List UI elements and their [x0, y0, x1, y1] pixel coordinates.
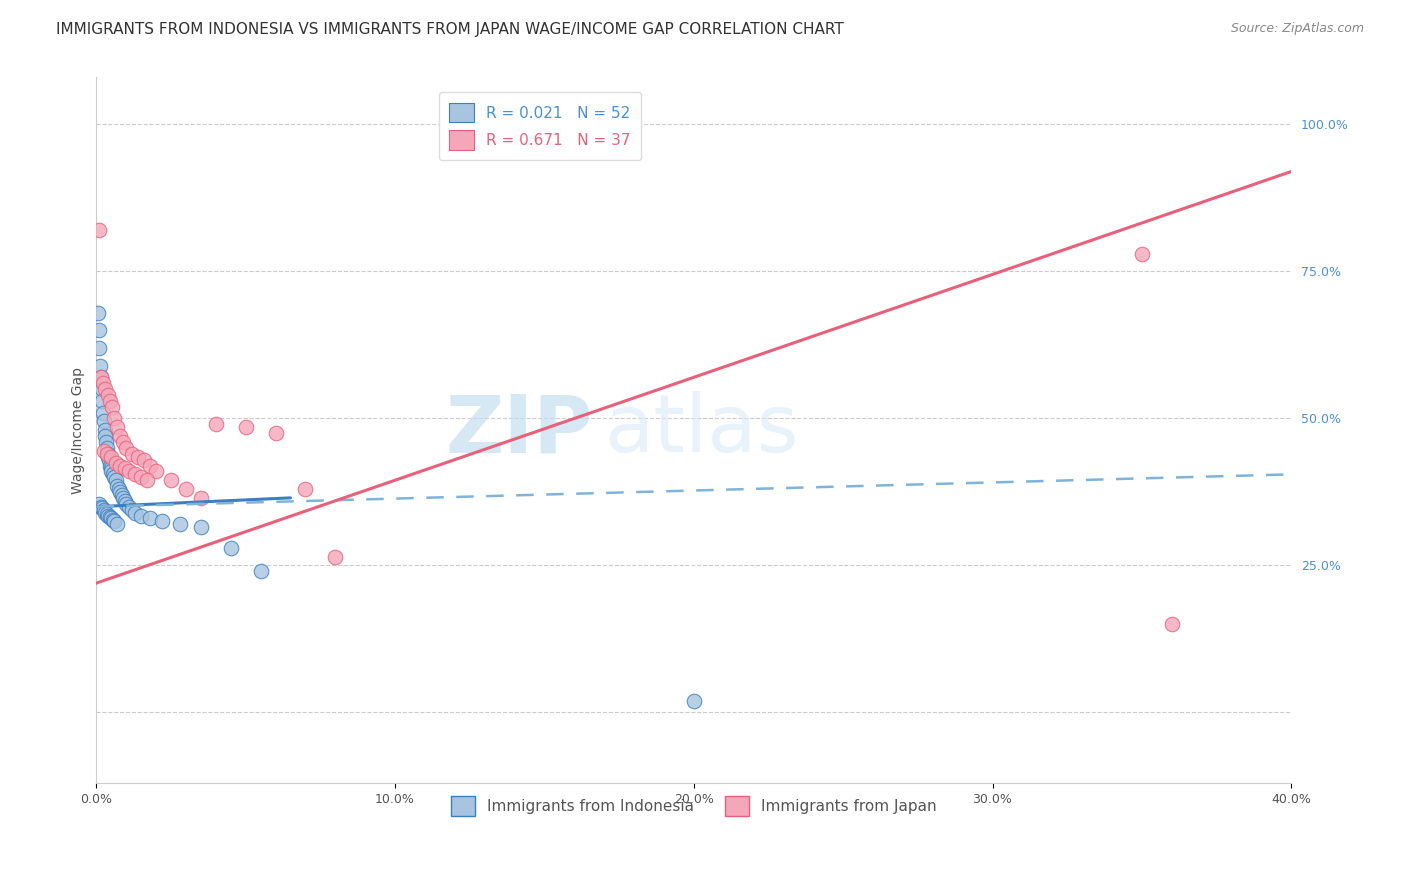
Point	[94, 435, 117, 450]
Point	[205, 417, 228, 432]
Point	[104, 456, 127, 470]
Point	[90, 370, 112, 384]
Point	[93, 502, 115, 516]
Point	[100, 464, 122, 478]
Point	[174, 482, 197, 496]
Point	[124, 506, 146, 520]
Legend: Immigrants from Indonesia, Immigrants from Japan: Immigrants from Indonesia, Immigrants fr…	[441, 787, 946, 825]
Point	[96, 447, 118, 461]
Point	[98, 510, 121, 524]
Text: atlas: atlas	[605, 392, 799, 469]
Point	[97, 508, 120, 523]
Point	[127, 450, 149, 464]
Point	[91, 393, 114, 408]
Point	[97, 388, 120, 402]
Point	[96, 507, 118, 521]
Point	[145, 464, 167, 478]
Point	[93, 414, 115, 428]
Point	[160, 473, 183, 487]
Point	[87, 223, 110, 237]
Point	[136, 473, 159, 487]
Point	[112, 491, 135, 505]
Point	[249, 565, 271, 579]
Point	[121, 502, 143, 516]
Point	[100, 461, 122, 475]
Point	[139, 458, 162, 473]
Point	[111, 488, 134, 502]
Point	[124, 467, 146, 482]
Point	[97, 450, 120, 464]
Point	[115, 441, 138, 455]
Point	[101, 513, 124, 527]
Point	[101, 467, 124, 482]
Y-axis label: Wage/Income Gap: Wage/Income Gap	[72, 367, 86, 494]
Point	[91, 376, 114, 391]
Point	[1130, 247, 1153, 261]
Point	[94, 506, 117, 520]
Point	[112, 435, 135, 450]
Point	[264, 426, 287, 441]
Point	[101, 400, 124, 414]
Point	[89, 359, 111, 373]
Point	[139, 511, 162, 525]
Point	[103, 515, 125, 529]
Point	[98, 458, 121, 473]
Point	[87, 323, 110, 337]
Point	[134, 452, 156, 467]
Point	[190, 491, 212, 505]
Point	[90, 370, 112, 384]
Point	[118, 500, 141, 514]
Point	[94, 429, 117, 443]
Point	[235, 420, 257, 434]
Point	[105, 479, 128, 493]
Point	[1160, 617, 1182, 632]
Point	[91, 500, 114, 515]
Point	[150, 515, 173, 529]
Point	[100, 450, 122, 464]
Point	[682, 694, 704, 708]
Point	[93, 423, 115, 437]
Text: IMMIGRANTS FROM INDONESIA VS IMMIGRANTS FROM JAPAN WAGE/INCOME GAP CORRELATION C: IMMIGRANTS FROM INDONESIA VS IMMIGRANTS …	[56, 22, 844, 37]
Point	[107, 482, 129, 496]
Point	[110, 429, 132, 443]
Point	[93, 443, 115, 458]
Point	[96, 441, 118, 455]
Point	[87, 305, 110, 319]
Point	[89, 341, 111, 355]
Point	[90, 382, 112, 396]
Point	[129, 470, 152, 484]
Point	[104, 473, 127, 487]
Point	[97, 452, 120, 467]
Point	[118, 464, 141, 478]
Point	[103, 470, 125, 484]
Point	[323, 549, 346, 564]
Point	[91, 406, 114, 420]
Point	[190, 520, 212, 534]
Point	[114, 493, 136, 508]
Point	[115, 497, 138, 511]
Point	[100, 511, 122, 525]
Point	[110, 485, 132, 500]
Point	[219, 541, 242, 555]
Point	[110, 458, 132, 473]
Text: ZIP: ZIP	[444, 392, 592, 469]
Point	[103, 411, 125, 425]
Point	[90, 500, 112, 514]
Point	[97, 447, 120, 461]
Point	[169, 517, 191, 532]
Point	[98, 393, 121, 408]
Point	[94, 382, 117, 396]
Text: Source: ZipAtlas.com: Source: ZipAtlas.com	[1230, 22, 1364, 36]
Point	[105, 420, 128, 434]
Point	[121, 447, 143, 461]
Point	[105, 517, 128, 532]
Point	[114, 461, 136, 475]
Point	[89, 497, 111, 511]
Point	[129, 508, 152, 523]
Point	[294, 482, 316, 496]
